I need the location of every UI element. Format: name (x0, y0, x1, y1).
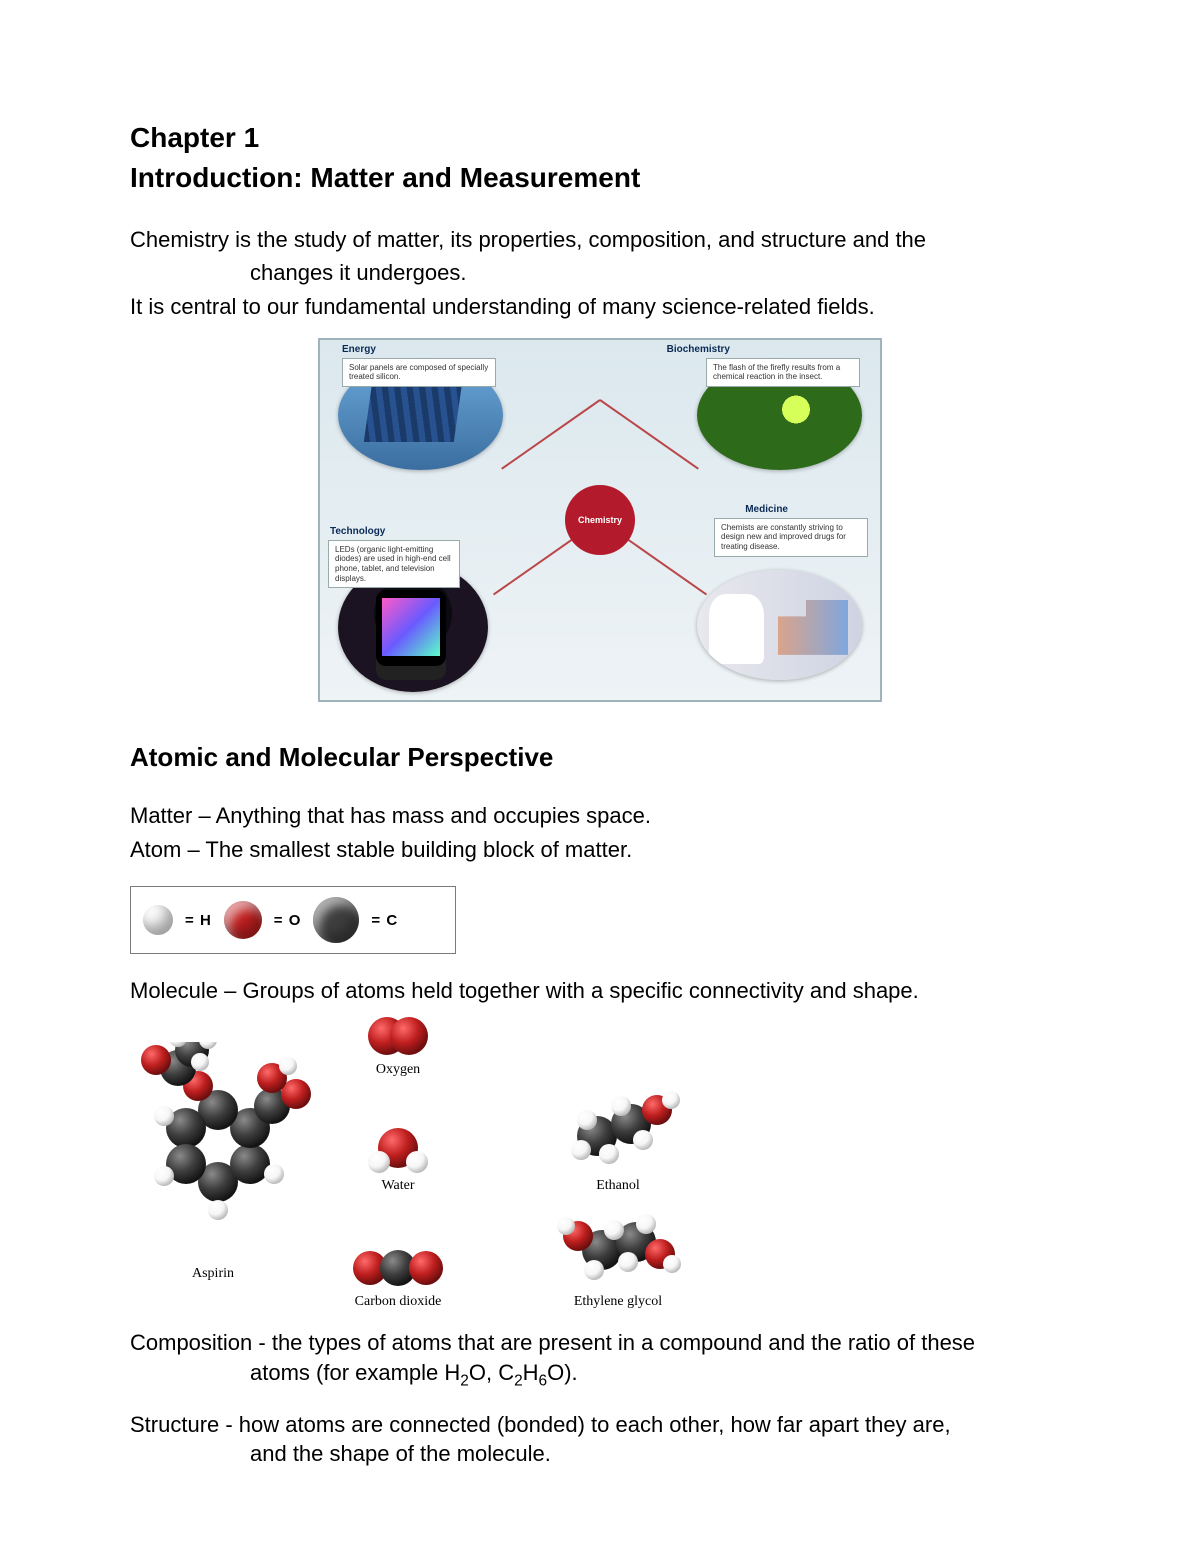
atom-ball-h (143, 905, 173, 935)
hub-label-medicine: Medicine (745, 504, 788, 515)
molecule-ethanol: Ethanol (508, 1084, 728, 1194)
spoke (599, 399, 698, 469)
composition-def: Composition - the types of atoms that ar… (130, 1328, 1070, 1392)
molecule-label: Carbon dioxide (318, 1294, 478, 1310)
molecule-label: Ethylene glycol (508, 1294, 728, 1310)
hub-node-medicine (697, 570, 862, 680)
hub-tooltip-technology: LEDs (organic light-emitting diodes) are… (328, 540, 460, 588)
molecule-label: Ethanol (508, 1178, 728, 1194)
molecule-aspirin: Aspirin (138, 1042, 288, 1282)
document-page: Chapter 1 Introduction: Matter and Measu… (0, 0, 1200, 1553)
chapter-title: Introduction: Matter and Measurement (130, 160, 1070, 196)
atom-symbol-o: = O (274, 912, 302, 929)
atom-legend: = H = O = C (130, 886, 456, 954)
matter-definition: Matter – Anything that has mass and occu… (130, 801, 1070, 831)
molecule-ethylene-glycol: Ethylene glycol (508, 1200, 728, 1310)
hub-label-energy: Energy (342, 344, 376, 355)
atom-symbol-h: = H (185, 912, 212, 929)
section-heading: Atomic and Molecular Perspective (130, 742, 1070, 773)
molecule-label: Aspirin (138, 1266, 288, 1282)
intro-line-1: Chemistry is the study of matter, its pr… (130, 225, 1070, 255)
intro-line-1-cont: changes it undergoes. (130, 258, 1070, 288)
atom-ball-o (224, 901, 262, 939)
atom-ball-c (313, 897, 359, 943)
molecule-label: Oxygen (318, 1062, 478, 1078)
chemistry-hub-diagram: Energy Solar panels are composed of spec… (318, 338, 882, 702)
hub-tooltip-medicine: Chemists are constantly striving to desi… (714, 518, 868, 557)
hub-label-technology: Technology (330, 526, 385, 537)
molecule-grid: Oxygen (138, 1014, 1070, 1310)
structure-def: Structure - how atoms are connected (bon… (130, 1410, 1070, 1469)
spoke (501, 399, 600, 469)
molecule-label: Water (318, 1178, 478, 1194)
chapter-kicker: Chapter 1 (130, 120, 1070, 156)
intro-line-2: It is central to our fundamental underst… (130, 292, 1070, 322)
hub-tooltip-biochemistry: The flash of the firefly results from a … (706, 358, 860, 387)
hub-tooltip-energy: Solar panels are composed of specially t… (342, 358, 496, 387)
molecule-oxygen: Oxygen (318, 1014, 478, 1078)
hub-label-biochemistry: Biochemistry (667, 344, 730, 355)
atom-symbol-c: = C (371, 912, 398, 929)
molecule-water: Water (318, 1120, 478, 1194)
molecule-carbon-dioxide: Carbon dioxide (318, 1246, 478, 1310)
definitions-block: Composition - the types of atoms that ar… (130, 1328, 1070, 1469)
molecule-definition: Molecule – Groups of atoms held together… (130, 976, 1070, 1006)
atom-definition: Atom – The smallest stable building bloc… (130, 835, 1070, 865)
hub-center: Chemistry (565, 485, 635, 555)
